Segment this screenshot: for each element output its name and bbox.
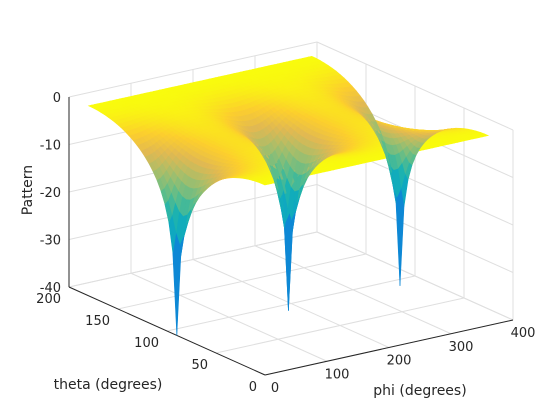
y-tick-label: 0 — [249, 380, 257, 395]
z-axis-label: Pattern — [20, 165, 36, 215]
y-tick-label: 50 — [191, 358, 208, 373]
surface-plot — [87, 55, 490, 336]
y-tick-label: 150 — [85, 314, 110, 329]
surface-patch — [87, 104, 97, 109]
y-axis-label: theta (degrees) — [54, 377, 163, 393]
y-tick-label: 100 — [134, 336, 159, 351]
grid-line — [117, 253, 367, 310]
grid-line — [215, 297, 465, 354]
surface-patch — [172, 233, 181, 336]
x-tick-label: 300 — [449, 340, 474, 355]
z-tick-label: -20 — [40, 186, 61, 201]
z-tick-label: -30 — [40, 234, 61, 249]
axes-box — [68, 97, 514, 376]
z-tick-label: -10 — [40, 139, 61, 154]
x-axis-line — [264, 319, 514, 376]
x-tick-label: 400 — [511, 326, 536, 341]
x-tick-label: 200 — [387, 354, 412, 369]
z-tick-label: 0 — [53, 91, 61, 106]
z-tick-label: -40 — [40, 281, 61, 296]
x-tick-label: 0 — [271, 381, 279, 396]
grid-line — [166, 275, 416, 332]
tick-labels: 0 -10 -20 -30 -40 0 50 100 150 200 0 100 200 300 400 — [36, 91, 535, 396]
y-axis-line — [68, 286, 266, 376]
y-tick-label: 200 — [36, 292, 61, 307]
x-axis-label: phi (degrees) — [373, 383, 466, 399]
grid-line — [68, 231, 318, 288]
x-tick-label: 100 — [325, 367, 350, 382]
